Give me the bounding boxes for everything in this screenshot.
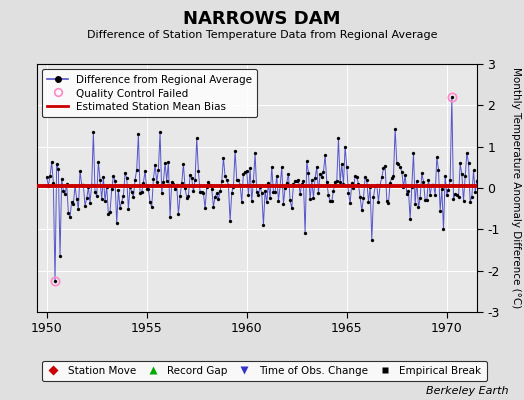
- Text: Monthly Temperature Anomaly Difference (°C): Monthly Temperature Anomaly Difference (…: [511, 67, 521, 309]
- Text: NARROWS DAM: NARROWS DAM: [183, 10, 341, 28]
- Legend: Station Move, Record Gap, Time of Obs. Change, Empirical Break: Station Move, Record Gap, Time of Obs. C…: [42, 361, 487, 381]
- Text: Berkeley Earth: Berkeley Earth: [426, 386, 508, 396]
- Text: Difference of Station Temperature Data from Regional Average: Difference of Station Temperature Data f…: [87, 30, 437, 40]
